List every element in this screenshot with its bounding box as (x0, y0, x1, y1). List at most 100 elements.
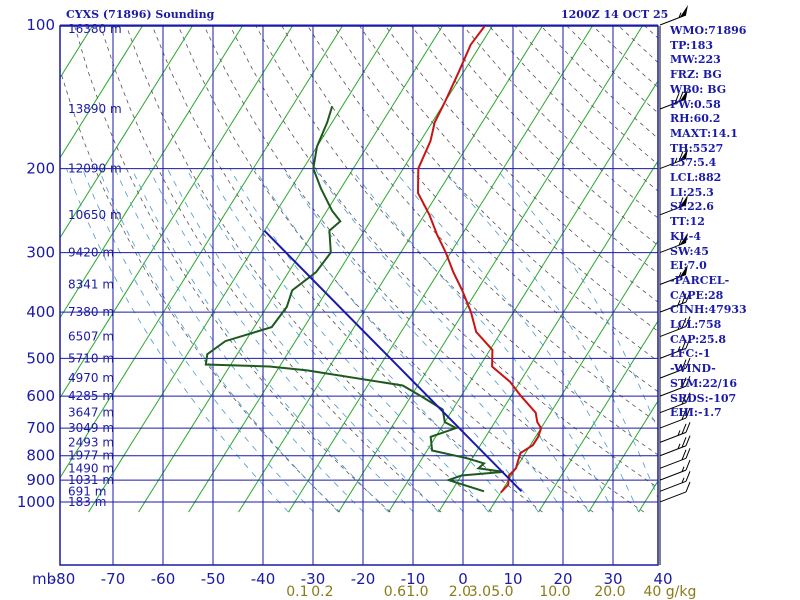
wind-pennant (680, 148, 688, 161)
wind-half-flag (681, 466, 685, 472)
temperature-tick-label: 30 (603, 570, 622, 588)
pressure-tick-label: 700 (26, 419, 55, 437)
sounding-profiles (204, 26, 543, 494)
wind-barb (659, 417, 687, 429)
wind-half-flag (677, 430, 681, 436)
height-label: 5710 m (68, 351, 114, 365)
isotherm (588, 400, 658, 513)
temperature-tick-label: -30 (301, 570, 326, 588)
wind-flag (681, 437, 687, 448)
height-label: 2493 m (68, 435, 114, 449)
stat-line: -PARCEL- (670, 273, 730, 287)
wind-flag (685, 291, 691, 303)
wind-flag (685, 357, 691, 369)
isotherm (138, 26, 443, 513)
height-label: 4970 m (68, 371, 114, 385)
pressure-tick-label: 1000 (17, 493, 55, 511)
stat-line: PW:0.58 (670, 97, 721, 111)
temperature-tick-label: 20 (553, 570, 572, 588)
sounding-indices-panel: WMO:71896 TP:183 MW:223 FRZ: BG WB0: BG PW:0.… (670, 24, 798, 421)
height-label: 691 m (68, 484, 106, 498)
moist-adiabat-lines (66, 168, 658, 513)
wind-barb (659, 457, 687, 469)
stat-line: WMO:71896 (670, 24, 747, 37)
mixing-ratio-label: 0.2 (311, 584, 333, 600)
temperature-tick-label: 0 (458, 570, 468, 588)
wind-flag (685, 481, 691, 493)
wind-half-flag (678, 271, 682, 278)
moist-adiabat (206, 168, 489, 513)
stat-line: TT:12 (670, 215, 705, 229)
stat-line: MW:223 (670, 53, 721, 67)
dry-adiabat (177, 26, 594, 513)
moist-adiabat (392, 168, 639, 513)
wind-barb (659, 491, 687, 503)
pressure-temperature-grid (59, 24, 659, 566)
plot-frame (59, 25, 659, 566)
stat-line: WB0: BG (670, 82, 727, 96)
isotherm (538, 320, 658, 513)
stat-line: LCL:882 (670, 171, 722, 185)
temperature-tick-label: 40 (653, 570, 672, 588)
dry-adiabat (151, 26, 543, 513)
mixing-ratio-label: 20.0 (594, 584, 625, 600)
wind-barb (659, 402, 687, 414)
stat-line: SI:22.6 (670, 200, 714, 214)
isotherm (238, 26, 543, 513)
mixing-ratio-label: 1.0 (406, 584, 428, 600)
height-label: 10650 m (68, 208, 122, 222)
height-label: 1490 m (68, 461, 114, 475)
stat-line: EHI:-1.7 (670, 406, 722, 420)
moist-adiabat (82, 168, 314, 513)
wind-barb (659, 367, 687, 379)
wind-flag (678, 235, 684, 246)
isotherm (60, 26, 243, 319)
wind-flag (678, 197, 684, 208)
dry-adiabat (125, 26, 493, 513)
valid-time: 1200Z 14 OCT 25 (561, 8, 669, 21)
temperature-tick-label: -40 (251, 570, 276, 588)
isotherm (288, 26, 593, 513)
isotherm (60, 26, 293, 399)
stat-line: CAP:25.8 (670, 332, 727, 346)
isotherm (60, 26, 143, 159)
mixing-ratio-label: 5.0 (491, 584, 513, 600)
stat-line: TH:5527 (670, 141, 724, 155)
stat-line: KI:-4 (670, 229, 701, 243)
stat-line: SRDS:-107 (670, 391, 737, 405)
wind-half-flag (678, 12, 682, 18)
moist-adiabat (66, 168, 289, 513)
wind-flag (685, 448, 691, 459)
wind-flag (685, 316, 691, 327)
stat-line: FRZ: BG (670, 68, 722, 82)
pressure-tick-label: 600 (26, 387, 55, 405)
wind-flag (681, 293, 687, 304)
moist-adiabat (131, 168, 389, 513)
stat-line: CINH:47933 (670, 303, 747, 317)
height-label: 1977 m (68, 449, 114, 463)
pressure-tick-label: 500 (26, 349, 55, 367)
pressure-tick-label: 100 (26, 16, 55, 34)
temperature-tick-label: -80 (51, 570, 76, 588)
isotherm (438, 160, 658, 513)
wind-flag (674, 93, 680, 104)
wind-half-flag (681, 477, 685, 484)
wind-barb (659, 431, 687, 443)
dry-adiabat-lines (60, 26, 658, 513)
stat-line: RH:60.2 (670, 112, 721, 126)
wind-flag (681, 449, 687, 461)
dry-adiabat (60, 68, 340, 513)
height-label: 6507 m (68, 330, 114, 344)
parcel-profile (263, 229, 523, 493)
stat-line: LFC:-1 (670, 347, 711, 361)
temperature-tick-label: -20 (351, 570, 376, 588)
wind-barb (659, 274, 687, 285)
dry-adiabat (281, 26, 658, 424)
dry-adiabat (359, 26, 658, 332)
wind-flag (681, 423, 687, 435)
moist-adiabat (148, 168, 414, 513)
station-title: CYXS (71896) Sounding (66, 8, 215, 21)
wind-barb (659, 347, 687, 359)
